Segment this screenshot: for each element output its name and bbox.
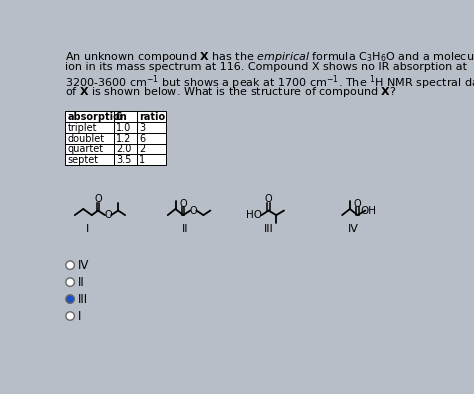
Bar (137, 133, 166, 143)
Text: O: O (190, 206, 197, 216)
Text: II: II (182, 224, 188, 234)
Text: O: O (264, 194, 272, 204)
Text: O: O (94, 194, 102, 204)
Text: OH: OH (360, 206, 376, 216)
Text: triplet: triplet (68, 123, 97, 133)
Circle shape (66, 312, 74, 320)
Text: HO: HO (246, 210, 262, 220)
Bar (113, 154, 137, 165)
Text: 3: 3 (139, 123, 145, 133)
Text: δ: δ (116, 112, 122, 122)
Text: absorption: absorption (68, 112, 128, 122)
Text: quartet: quartet (68, 144, 104, 154)
Bar (65, 122, 113, 133)
Bar (65, 154, 113, 165)
Circle shape (66, 295, 74, 303)
Text: III: III (264, 224, 273, 234)
Bar (65, 143, 113, 154)
Text: IV: IV (348, 224, 359, 234)
Text: septet: septet (68, 155, 99, 165)
Text: O: O (104, 210, 112, 220)
Bar (113, 122, 137, 133)
Text: 1.2: 1.2 (116, 134, 131, 143)
Bar (137, 154, 166, 165)
Text: ratio: ratio (139, 112, 165, 122)
Bar (65, 133, 113, 143)
Text: I: I (78, 310, 81, 323)
Text: O: O (354, 199, 362, 208)
Bar (113, 111, 137, 122)
Bar (137, 143, 166, 154)
Text: 3200-3600 cm$^{-1}$ but shows a peak at 1700 cm$^{-1}$. The $^1$H NMR spectral d: 3200-3600 cm$^{-1}$ but shows a peak at … (65, 73, 474, 92)
Bar (113, 133, 137, 143)
Text: 2: 2 (139, 144, 146, 154)
Text: IV: IV (78, 259, 89, 272)
Circle shape (66, 278, 74, 286)
Text: 1.0: 1.0 (116, 123, 131, 133)
Text: O: O (180, 199, 187, 208)
Text: 3.5: 3.5 (116, 155, 131, 165)
Bar (137, 111, 166, 122)
Circle shape (66, 261, 74, 269)
Bar (113, 143, 137, 154)
Text: I: I (86, 224, 90, 234)
Text: An unknown compound $\bf{X}$ has the $\it{empirical}$ formula C$_3$H$_6$O and a : An unknown compound $\bf{X}$ has the $\i… (65, 50, 474, 64)
Text: of $\bf{X}$ is shown below. What is the structure of compound $\bf{X}$?: of $\bf{X}$ is shown below. What is the … (65, 85, 397, 99)
Bar (137, 122, 166, 133)
Text: doublet: doublet (68, 134, 105, 143)
Text: ion in its mass spectrum at 116. Compound X shows no IR absorption at: ion in its mass spectrum at 116. Compoun… (65, 62, 467, 72)
Text: 2.0: 2.0 (116, 144, 131, 154)
Text: II: II (78, 276, 84, 289)
Text: 1: 1 (139, 155, 145, 165)
Bar (65, 111, 113, 122)
Text: 6: 6 (139, 134, 145, 143)
Text: III: III (78, 293, 88, 306)
